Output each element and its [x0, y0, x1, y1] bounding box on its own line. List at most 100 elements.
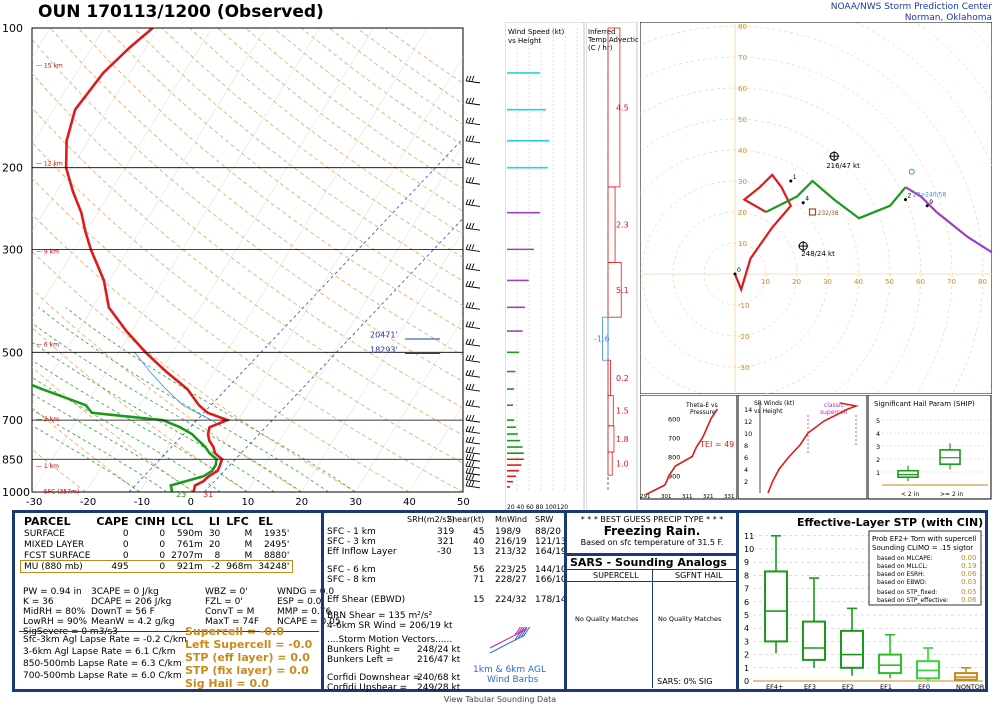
hodo-y-label: 40: [738, 147, 747, 155]
isotherm: [301, 230, 463, 492]
wind-barb: [465, 451, 481, 455]
hodo-height-dot: [904, 198, 907, 202]
parcel-cell: 0: [122, 528, 129, 539]
isotherm: [462, 491, 463, 492]
wind-barb-flag: [468, 426, 472, 432]
wind-barb: [465, 343, 481, 347]
ship-frame: [868, 395, 992, 500]
hodo-y-label: -30: [738, 364, 749, 372]
advection-value: 0.2: [616, 374, 629, 383]
advection-bar: [602, 316, 609, 361]
thetae-x-label: 321: [703, 494, 714, 500]
wind-barb-flag: [465, 75, 469, 82]
sr-winds-panel: SR Winds (kt)vs Height 2 4 6 8 10 12 14 classics…: [738, 395, 868, 500]
parcel-cell: 761m: [176, 539, 203, 550]
index-value: MMP = 0.76: [277, 607, 332, 617]
dry-adiabat: [32, 177, 463, 492]
composite-param: STP (eff layer) = 0.0: [185, 651, 310, 664]
stp-y-label: 1: [744, 664, 749, 673]
moist-adiabat: [38, 307, 329, 492]
shear-text: 248/24 kt: [417, 645, 461, 655]
stp-prob-value: 0.03: [961, 578, 977, 586]
srwind-y-label: 12: [744, 418, 752, 426]
stp-prob-value: 0.06: [961, 570, 977, 578]
wind-barb-flag: [465, 474, 469, 480]
shear-table: SRH(m2/s2) Shear(kt) MnWind SRW SFC - 1 km 31…: [327, 515, 567, 693]
wind-barb: [465, 485, 481, 489]
wind-barb-flag: [471, 263, 475, 269]
srwind-y-label: 8: [744, 442, 748, 450]
shear-text: MnWind: [495, 515, 528, 524]
composite-params: Supercell = -0.0 Left Supercell = -0.0 STP…: [185, 625, 325, 691]
wind-barb-flag: [465, 321, 469, 327]
srwind-title: SR Winds (kt): [754, 400, 795, 407]
wind-barb-flag: [465, 436, 469, 443]
parcel-cell: 495: [111, 561, 129, 572]
wind-barb-flag: [468, 436, 472, 443]
shear-text: 319: [437, 527, 455, 537]
wind-barb-flag: [471, 355, 475, 361]
lapse-rate: 700-500mb Lapse Rate = 6.0 C/km: [23, 671, 182, 681]
stp-y-label: 0: [744, 677, 749, 686]
wind-barb: [465, 430, 481, 434]
wind-barb-flag: [468, 199, 472, 205]
height-label: — 6 km: [36, 341, 59, 348]
hodo-x-label: 50: [885, 278, 894, 286]
barb-flag: [523, 627, 531, 636]
parcel-col-header: EL: [258, 515, 273, 528]
wind-barb: [465, 326, 481, 330]
hodo-trace: [904, 186, 992, 254]
advection-value: 5.1: [616, 286, 629, 295]
thetae-y-label: 600: [668, 416, 680, 424]
isotherm: [32, 28, 105, 145]
ship-category: >= 2 in: [940, 491, 963, 498]
height-label: — 15 km: [36, 63, 63, 70]
wind-barb-flag: [471, 157, 475, 163]
moist-adiabat: [32, 341, 275, 492]
shear-text: 216/47 kt: [417, 655, 461, 665]
stp-box: [764, 570, 788, 643]
advection-value: 2.3: [616, 221, 629, 230]
height-label: — 12 km: [36, 161, 63, 168]
parcel-col-header: PARCEL: [24, 515, 71, 528]
wind-barb-flag: [471, 75, 475, 82]
wind-barb-flag: [465, 467, 469, 474]
credit: NOAA/NWS Storm Prediction Center Norman,…: [831, 2, 992, 24]
wind-barb-flag: [468, 117, 472, 123]
isotherm: [32, 28, 159, 232]
lapse-rates: Sfc-3km Agl Lapse Rate = -0.2 C/km 3-6km …: [23, 635, 187, 691]
wind-barb-flag: [465, 117, 469, 123]
index-value: DCAPE = 206 J/kg: [91, 597, 172, 607]
index-value: FZL = 0': [205, 597, 243, 607]
shear-text: BRN Shear = 135 m²/s²: [327, 611, 433, 621]
parcel-cell: MU (880 mb): [24, 561, 83, 572]
wind-barb-flag: [468, 480, 472, 487]
tabular-data-link[interactable]: View Tabular Sounding Data: [443, 695, 557, 704]
wind-barb-flag: [468, 369, 472, 376]
parcel-cell: 34248': [258, 561, 290, 572]
moist-adiabat: [65, 307, 356, 492]
hodo-trace: [765, 179, 907, 220]
wind-barb: [465, 472, 481, 476]
stp-y-label: 6: [744, 598, 749, 607]
wind-barb-flag: [468, 75, 472, 82]
wind-barb-flag: [468, 302, 472, 308]
stp-y-label: 7: [744, 585, 749, 594]
parcel-col-header: CINH: [134, 515, 166, 528]
parcel-table-box: PARCEL CAPE CINH LCL LI LFC EL SURFACE 0 0 590m 30…: [19, 515, 321, 585]
wind-barb-flag: [468, 135, 472, 141]
wind-barb-flag: [471, 400, 475, 406]
credit-line-1: NOAA/NWS Storm Prediction Center: [830, 2, 992, 12]
hodo-y-label: 80: [738, 23, 747, 31]
isotherm: [32, 28, 320, 492]
shear-text: 144/10: [535, 565, 567, 575]
wind-barb-flag: [465, 244, 469, 250]
ship-y-label: 2: [876, 456, 880, 464]
pressure-label: 300: [2, 243, 23, 256]
srwind-frame: [738, 395, 868, 500]
barb-shaft: [489, 629, 526, 649]
wind-barb-flag: [465, 426, 469, 432]
advection-bar: [607, 261, 622, 318]
parcel-cell: 8: [214, 550, 221, 561]
